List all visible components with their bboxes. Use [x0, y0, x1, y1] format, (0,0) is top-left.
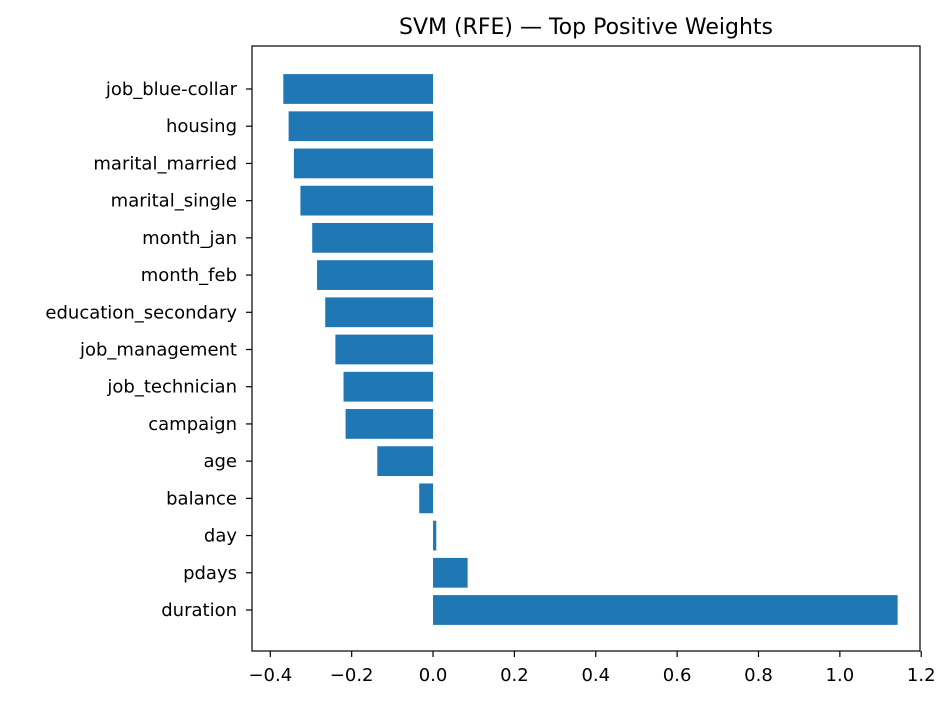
x-tick-label: 1.0: [826, 665, 855, 686]
chart-title: SVM (RFE) — Top Positive Weights: [399, 15, 773, 40]
y-tick-label: education_secondary: [45, 302, 237, 323]
y-tick-label: duration: [161, 600, 237, 621]
x-tick-label: 0.6: [663, 665, 692, 686]
x-tick-label: −0.4: [248, 665, 292, 686]
bar-month_feb: [317, 260, 434, 290]
y-tick-label: marital_married: [93, 153, 237, 174]
bar-duration: [433, 595, 898, 625]
bar-month_jan: [312, 222, 434, 253]
bar-marital_married: [293, 148, 434, 179]
x-tick-label: 1.2: [907, 665, 936, 686]
y-tick-label: campaign: [148, 414, 237, 435]
x-tick-label: 0.0: [419, 665, 448, 686]
y-tick-label: job_technician: [106, 377, 237, 398]
bar-job_technician: [343, 371, 434, 402]
y-tick-label: age: [203, 451, 237, 472]
x-tick-label: 0.2: [500, 665, 529, 686]
y-tick-label: job_blue-collar: [105, 79, 238, 100]
bar-day: [433, 520, 437, 551]
y-tick-label: balance: [166, 488, 237, 509]
bar-job_management: [335, 334, 434, 365]
bar-campaign: [345, 409, 434, 439]
x-axis-ticks: −0.4 −0.2 0.0 0.2 0.4 0.6 0.8 1.0 1.2: [248, 651, 936, 686]
plot-frame: [251, 45, 921, 652]
bar-pdays: [433, 557, 468, 588]
bar-education_secondary: [325, 297, 434, 328]
y-tick-label: day: [204, 526, 237, 547]
bar-balance: [419, 483, 434, 514]
y-tick-label: job_management: [79, 340, 237, 361]
y-tick-label: housing: [166, 116, 237, 137]
bar-marital_single: [300, 185, 434, 216]
y-tick-label: month_feb: [141, 265, 237, 286]
bars-group: [283, 74, 898, 625]
bar-housing: [288, 111, 434, 142]
x-tick-label: 0.4: [581, 665, 610, 686]
bar-age: [377, 446, 434, 477]
bar-job_blue-collar: [283, 74, 434, 104]
y-tick-label: pdays: [183, 563, 237, 584]
x-tick-label: −0.2: [330, 665, 374, 686]
x-tick-label: 0.8: [744, 665, 773, 686]
y-tick-label: marital_single: [111, 191, 237, 212]
y-tick-label: month_jan: [142, 228, 237, 249]
